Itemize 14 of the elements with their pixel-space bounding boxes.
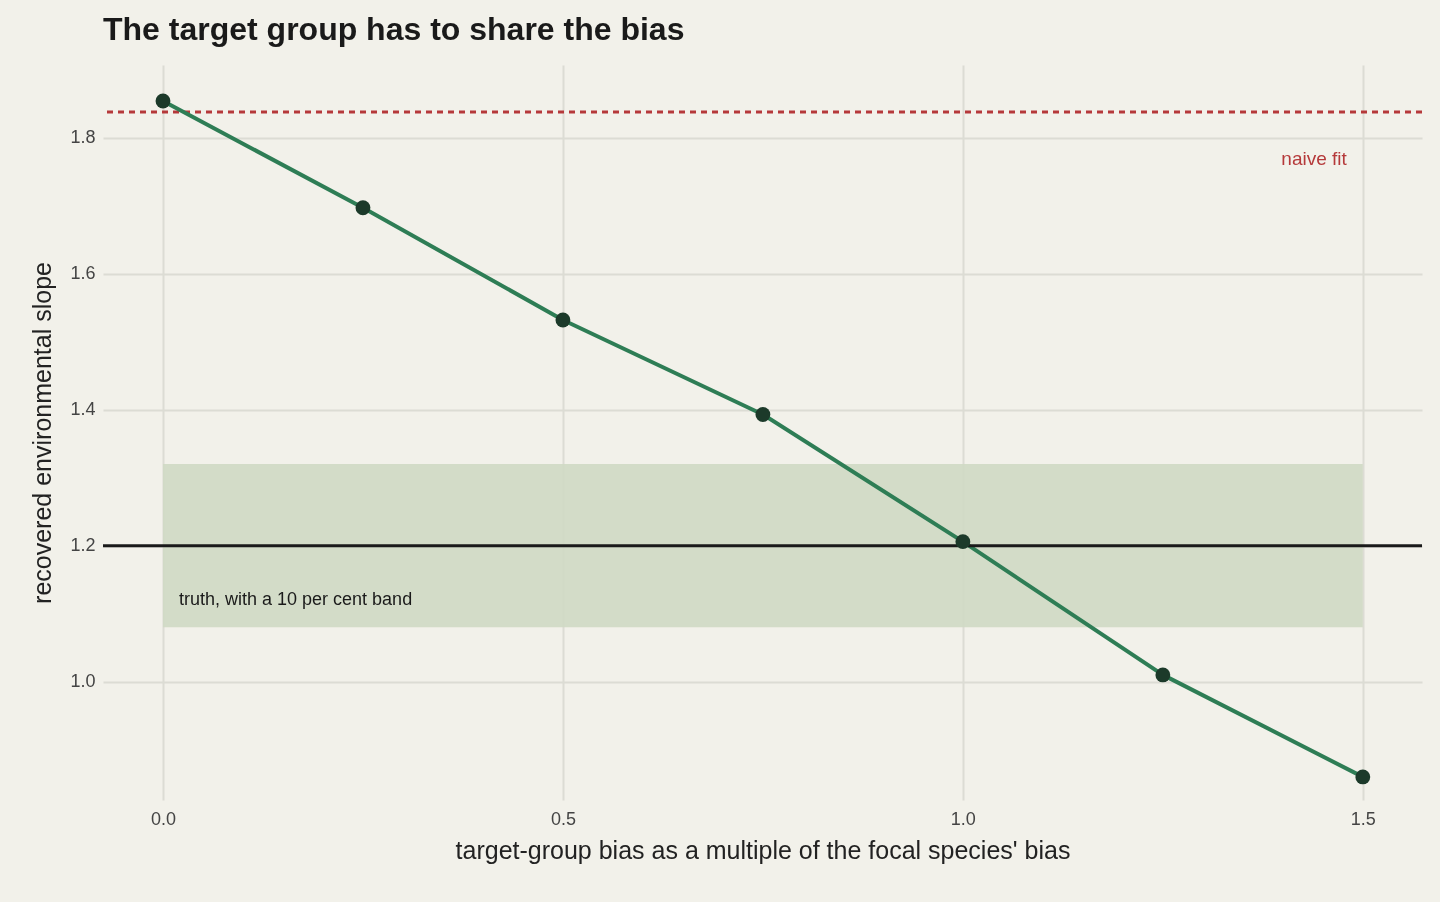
chart-title: The target group has to share the bias — [103, 11, 685, 47]
x-tick-label: 0.0 — [150, 808, 177, 829]
ref-line-label: naive fit — [1281, 147, 1348, 169]
y-tick-label: 1.6 — [70, 263, 96, 284]
y-tick-label: 1.2 — [70, 535, 96, 556]
band-label: truth, with a 10 per cent band — [178, 589, 413, 610]
y-tick-label: 1.0 — [70, 671, 96, 692]
y-axis-title: recovered environmental slope — [28, 262, 57, 604]
y-tick-label: 1.8 — [70, 127, 96, 148]
x-tick-label: 1.5 — [1350, 808, 1376, 829]
x-tick-label: 1.0 — [950, 808, 976, 829]
x-axis-title: target-group bias as a multiple of the focal species' bias — [455, 835, 1071, 864]
y-tick-label: 1.4 — [70, 399, 96, 420]
x-tick-label: 0.5 — [550, 808, 576, 829]
